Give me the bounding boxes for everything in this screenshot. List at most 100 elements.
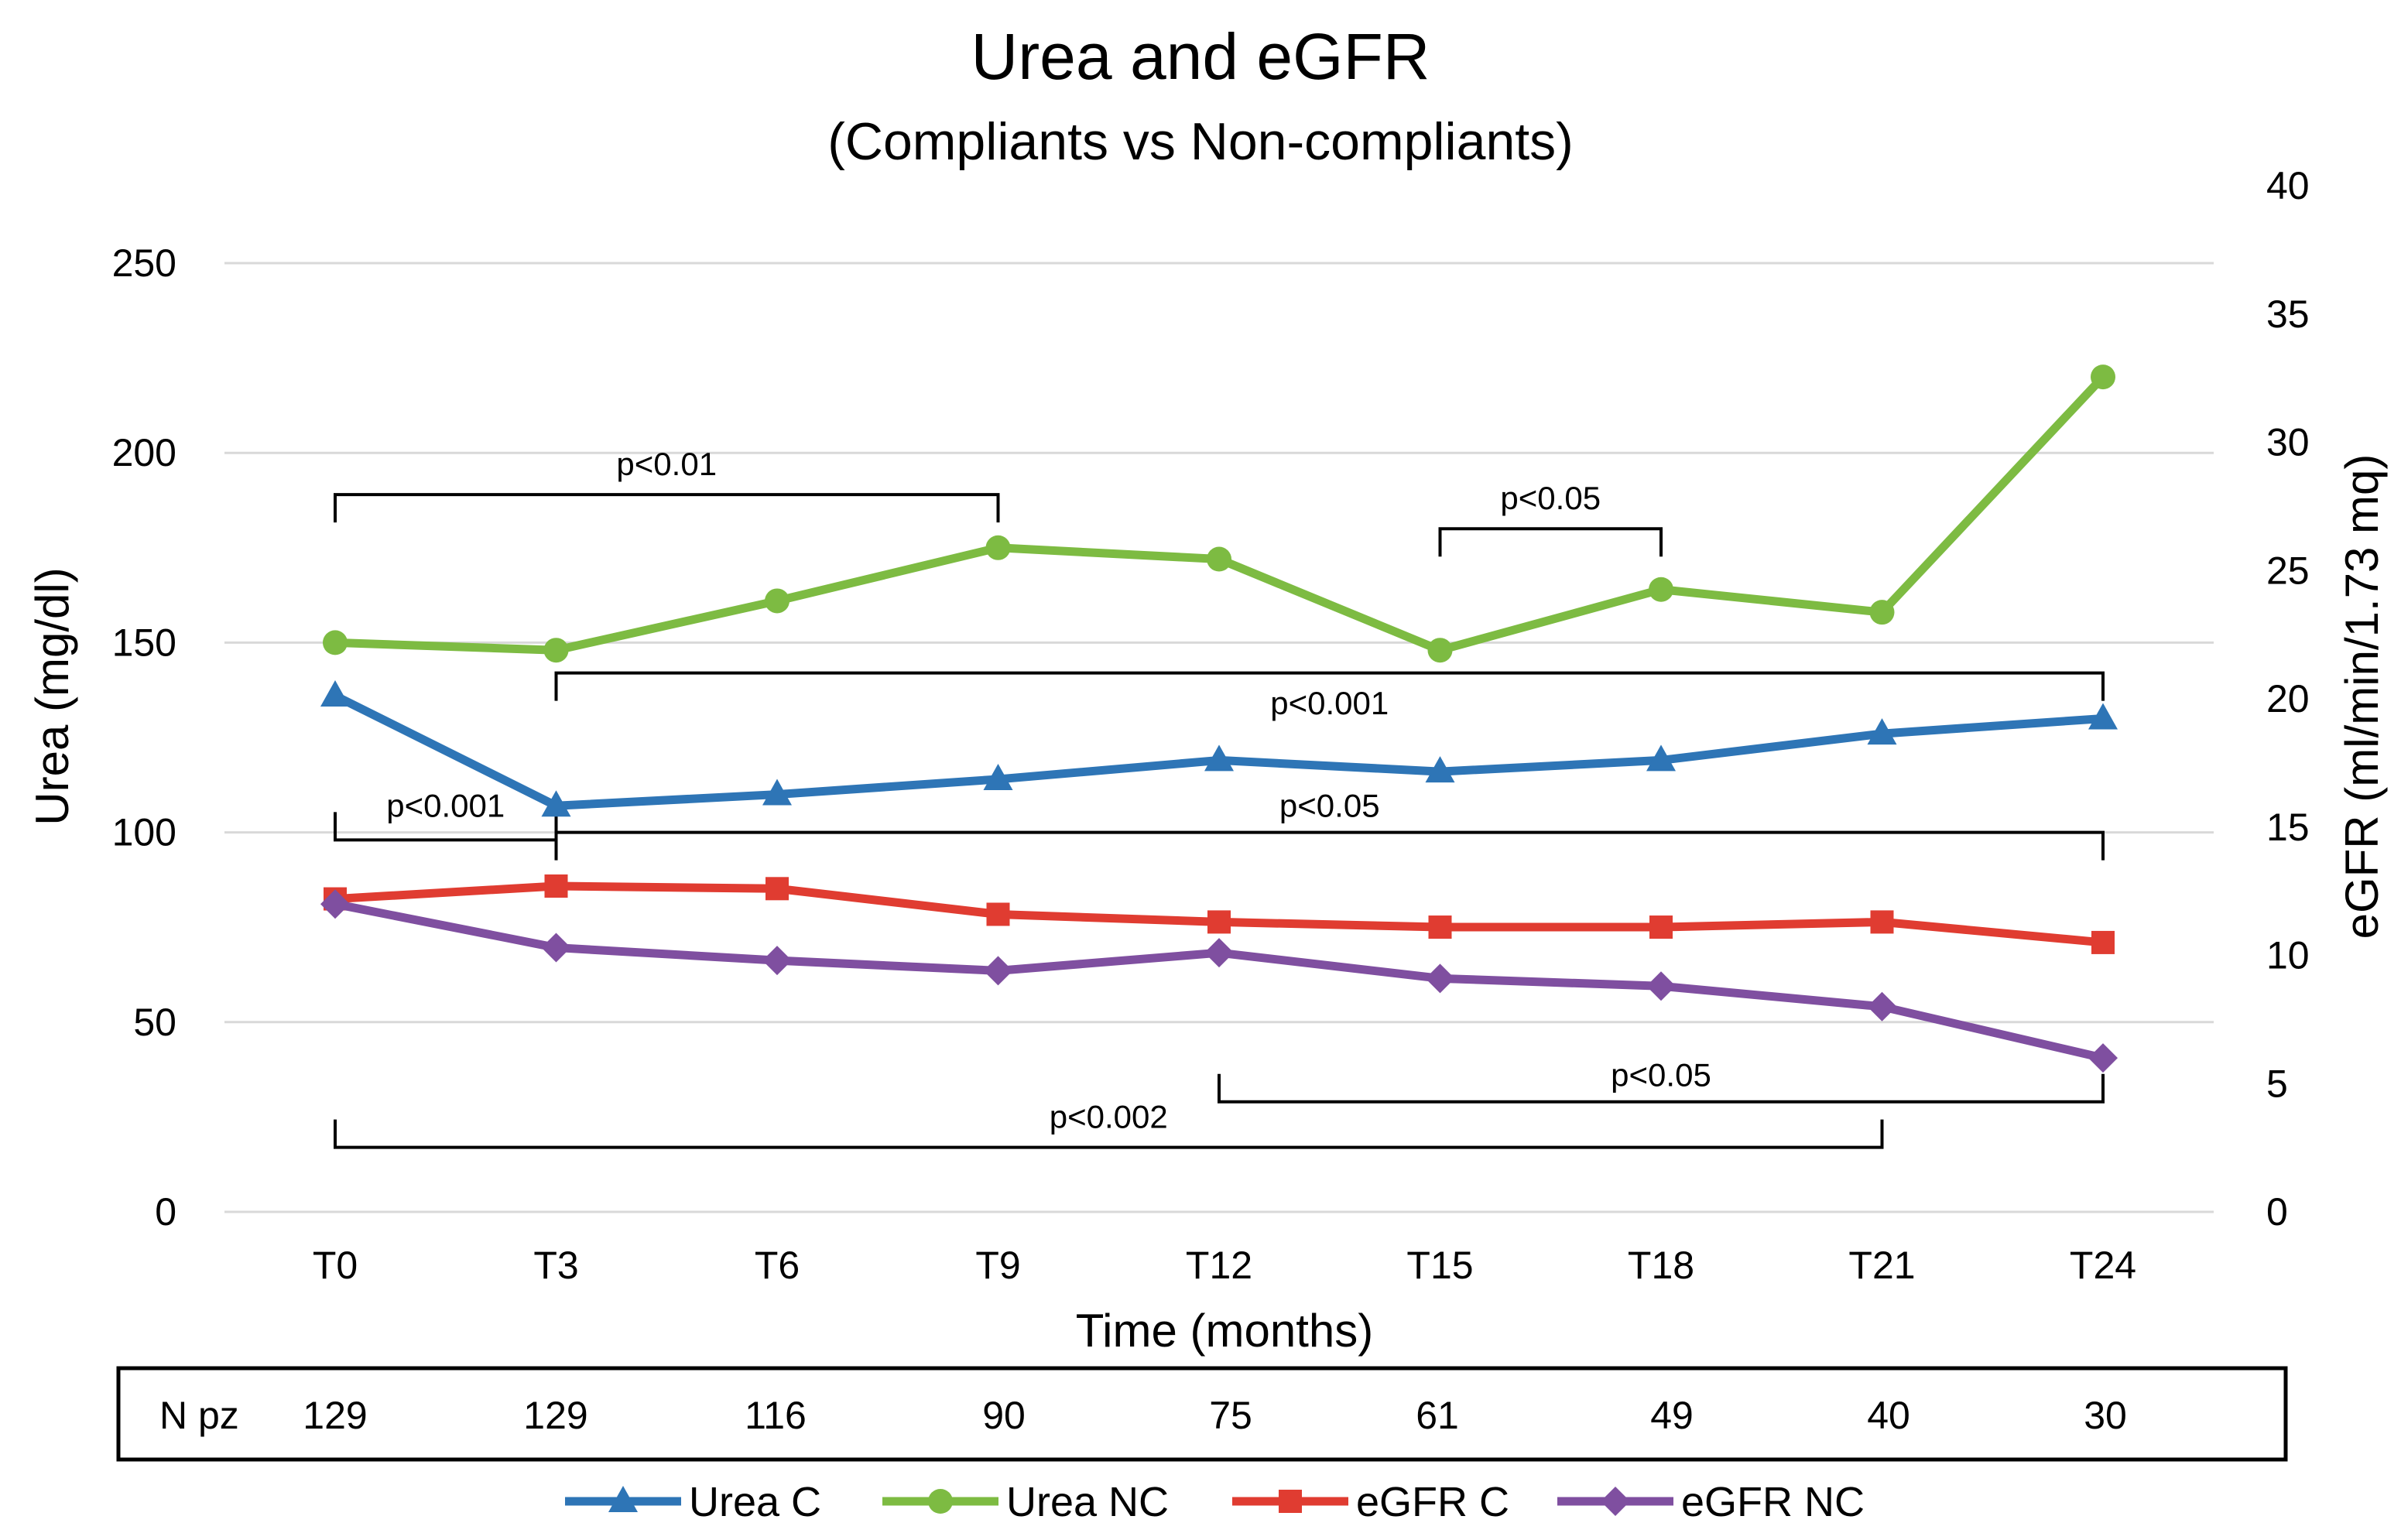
- legend: Urea C Urea NC eGFR C eGFR NC: [565, 1479, 1865, 1525]
- y-right-tick-label: 5: [2266, 1062, 2288, 1105]
- data-point: [762, 946, 792, 976]
- data-point: [1869, 600, 1895, 625]
- series-egfr-nc: [320, 889, 2118, 1073]
- n-pz-value: 61: [1416, 1394, 1459, 1437]
- x-tick-label: T0: [313, 1244, 358, 1287]
- y-axis-left-title: Urea (mg/dl): [26, 567, 78, 825]
- data-point: [1204, 744, 1234, 772]
- y-left-tick-label: 250: [112, 241, 176, 285]
- data-point: [2091, 364, 2115, 390]
- significance-bracket: [334, 1119, 1884, 1149]
- x-axis-ticks: T0 T3 T6 T9 T12 T15 T18 T21 T24: [313, 1244, 2136, 1287]
- x-axis-title: Time (months): [1076, 1305, 1374, 1357]
- significance-bracket: [1438, 527, 1663, 557]
- series-group: [320, 364, 2118, 1073]
- y-right-tick-label: 35: [2266, 293, 2310, 336]
- y-right-tick-label: 30: [2266, 421, 2310, 464]
- y-left-tick-label: 200: [112, 431, 176, 474]
- data-point: [765, 588, 789, 614]
- data-point: [1867, 991, 1897, 1022]
- y-right-tick-label: 25: [2266, 549, 2310, 592]
- data-point: [985, 535, 1011, 560]
- y-right-tick-label: 10: [2266, 934, 2310, 977]
- significance-label: p<0.01: [616, 446, 717, 482]
- data-point: [541, 933, 571, 963]
- legend-marker: [1601, 1487, 1630, 1516]
- legend-label: Urea NC: [1006, 1479, 1169, 1525]
- data-point: [2091, 930, 2115, 954]
- data-point: [323, 630, 348, 655]
- data-point: [543, 638, 569, 663]
- legend-marker: [928, 1489, 953, 1514]
- x-tick-label: T9: [975, 1244, 1020, 1287]
- n-pz-value: 129: [303, 1394, 367, 1437]
- y-right-tick-label: 20: [2266, 677, 2310, 720]
- n-pz-value: 75: [1209, 1394, 1252, 1437]
- legend-label: Urea C: [689, 1479, 821, 1525]
- data-point: [2088, 1043, 2118, 1073]
- n-pz-value: 30: [2084, 1394, 2127, 1437]
- data-point: [1646, 971, 1676, 1001]
- data-point: [1649, 577, 1673, 602]
- data-point: [983, 956, 1013, 986]
- significance-label: p<0.05: [1500, 480, 1601, 516]
- x-tick-label: T6: [755, 1244, 800, 1287]
- data-point: [1204, 938, 1234, 968]
- n-pz-label: N pz: [159, 1394, 239, 1437]
- data-point: [986, 902, 1010, 926]
- data-point: [2088, 703, 2118, 730]
- significance-label: p<0.001: [1270, 685, 1389, 721]
- data-point: [1207, 546, 1231, 572]
- legend-item: Urea NC: [882, 1479, 1169, 1525]
- legend-marker: [1279, 1490, 1302, 1513]
- legend-item: eGFR C: [1232, 1479, 1509, 1525]
- gridlines: [224, 262, 2214, 1213]
- data-point: [320, 680, 350, 707]
- y-right-tick-label: 15: [2266, 806, 2310, 849]
- data-point: [1867, 718, 1897, 745]
- n-pz-value: 49: [1650, 1394, 1694, 1437]
- series-urea-nc: [323, 364, 2115, 663]
- significance-annotations: p<0.01 p<0.05 p<0.001 p<0.001 p<0.05 p<0.05 p<…: [334, 446, 2105, 1149]
- data-point: [1207, 910, 1231, 934]
- y-left-tick-label: 50: [133, 1001, 176, 1044]
- chart-title: Urea and eGFR: [971, 20, 1430, 93]
- legend-item: eGFR NC: [1557, 1479, 1865, 1525]
- x-tick-label: T18: [1628, 1244, 1694, 1287]
- x-tick-label: T12: [1186, 1244, 1252, 1287]
- x-tick-label: T3: [533, 1244, 578, 1287]
- legend-marker: [608, 1486, 638, 1512]
- legend-item: Urea C: [565, 1479, 821, 1525]
- significance-label: p<0.05: [1611, 1056, 1711, 1093]
- significance-label: p<0.001: [386, 787, 505, 823]
- y-left-tick-label: 150: [112, 621, 176, 664]
- x-tick-label: T21: [1848, 1244, 1915, 1287]
- y-left-tick-label: 0: [155, 1190, 176, 1234]
- significance-bracket: [554, 671, 2105, 701]
- y-left-tick-label: 100: [112, 811, 176, 854]
- data-point: [1425, 963, 1455, 994]
- series-urea-c: [320, 680, 2118, 817]
- chart-subtitle: (Compliants vs Non-compliants): [827, 112, 1574, 171]
- n-pz-table: [116, 1366, 2288, 1462]
- n-pz-value: 129: [523, 1394, 587, 1437]
- data-point: [1428, 915, 1452, 939]
- right-axis-ticks: 0 5 10 15 20 25 30 35 40: [2266, 164, 2310, 1234]
- x-tick-label: T15: [1406, 1244, 1473, 1287]
- data-point: [1870, 910, 1894, 934]
- n-pz-value: 90: [982, 1394, 1026, 1437]
- significance-bracket: [334, 812, 558, 842]
- significance-bracket: [1218, 1073, 2105, 1104]
- significance-bracket: [554, 830, 2105, 861]
- x-tick-label: T24: [2070, 1244, 2136, 1287]
- data-point: [1646, 744, 1676, 772]
- data-point: [1649, 915, 1673, 939]
- data-point: [762, 779, 792, 806]
- y-axis-right-title: eGFR (ml/min/1.73 mq): [2336, 454, 2388, 939]
- legend-label: eGFR NC: [1681, 1479, 1865, 1525]
- legend-label: eGFR C: [1356, 1479, 1509, 1525]
- significance-bracket: [334, 493, 1000, 523]
- significance-label: p<0.002: [1050, 1098, 1168, 1134]
- data-point: [766, 877, 789, 901]
- n-pz-values: 129 129 116 90 75 61 49 40 30: [303, 1394, 2127, 1437]
